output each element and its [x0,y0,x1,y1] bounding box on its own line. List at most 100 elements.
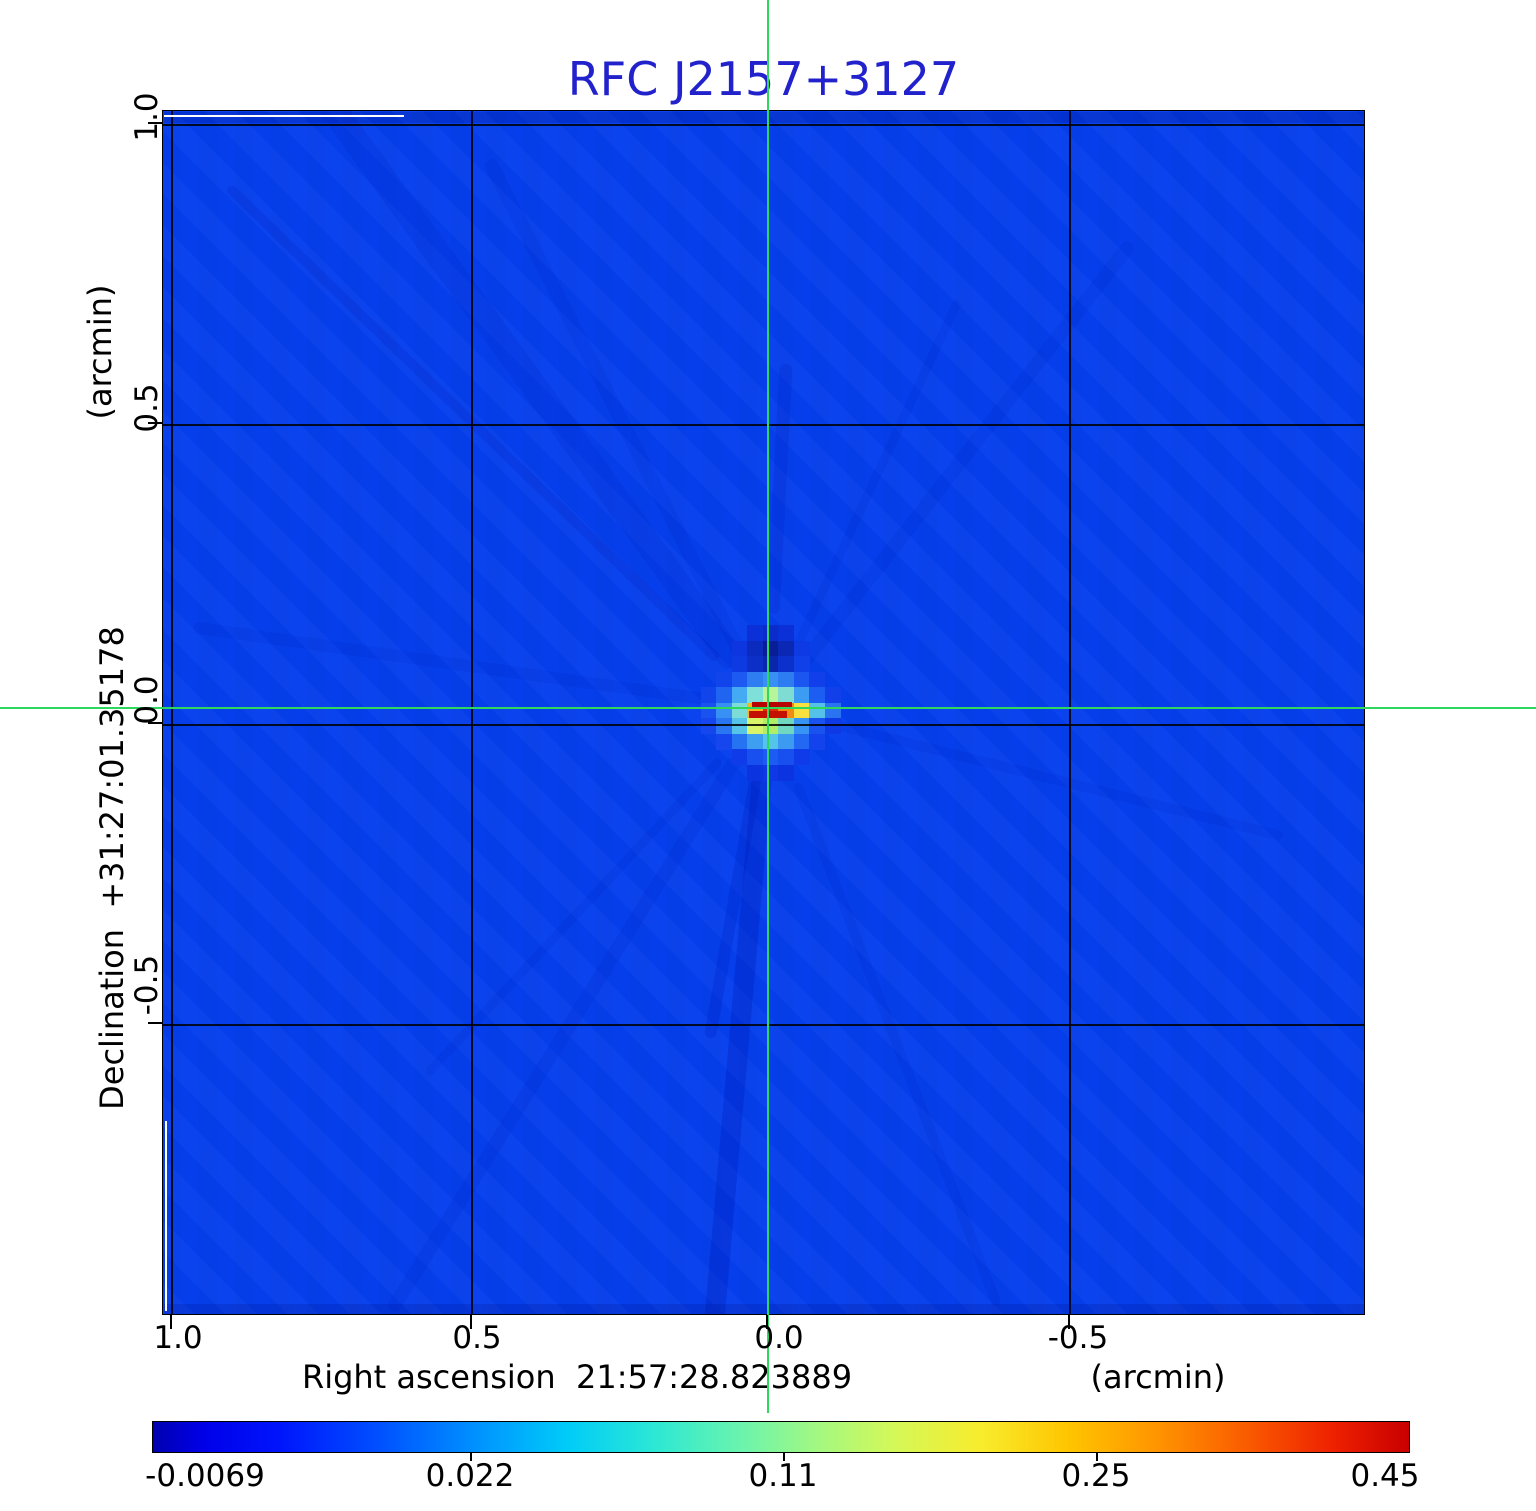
source-pixel [809,687,825,703]
source-pixel [809,671,825,688]
source-pixel [731,656,748,672]
source-pixel [824,718,841,734]
source-pixel [716,687,732,703]
source-pixel [731,640,748,657]
y-axis-tick [148,1022,162,1024]
gridline-horizontal [163,1024,1364,1026]
source-pixel [731,687,748,703]
y-tick-label: 0.5 [129,383,165,433]
source-pixel [793,749,810,765]
source-pixel [778,687,794,703]
source-pixel [762,718,779,734]
source-pixel [700,702,717,719]
source-pixel [809,718,825,734]
sidelobe-streak [793,238,1137,673]
colorbar-tick-label: 0.45 [1350,1458,1420,1494]
source-pixel [793,671,810,688]
source-pixel [747,671,763,688]
source-pixel [762,625,779,641]
y-tick-label: -0.5 [129,954,165,1016]
colorbar-tick-label: 0.25 [1061,1458,1131,1494]
sidelobe-streak [482,156,750,663]
gridline-vertical [171,111,173,1314]
source-core-bar [752,702,792,709]
source-pixel [716,733,732,750]
x-tick-label: -0.5 [1047,1320,1109,1356]
source-pixel [778,656,794,672]
source-pixel [778,764,794,781]
source-pixel [778,733,794,750]
source-pixel [809,733,825,750]
gridline-horizontal [163,424,1364,426]
sidelobe-streak [766,363,793,614]
x-axis-label: Right ascension 21:57:28.823889 [301,1358,853,1396]
source-pixel [716,671,732,688]
crosshair-vertical-line [767,0,769,1413]
colorbar-tick [783,1453,785,1461]
source-pixel [747,656,763,672]
x-axis-tick [1068,1315,1070,1329]
map-artifact-line [164,1304,1364,1314]
map-artifact-line [165,1121,167,1311]
source-pixel [762,733,779,750]
colorbar-tick [1096,1453,1098,1461]
colorbar-tick-label: -0.0069 [145,1458,265,1494]
source-pixel [747,749,763,765]
source-pixel [731,718,748,734]
y-axis-unit-label: (arcmin) [81,284,119,420]
x-axis-tick [766,1315,768,1329]
x-tick-label: 0.5 [452,1320,502,1356]
source-pixel [731,733,748,750]
source-pixel [700,718,717,734]
sidelobe-streak [825,717,1284,842]
colorbar-tick-label: 0.11 [748,1458,818,1494]
source-pixel [716,702,732,719]
source-pixel [778,625,794,641]
source-pixel [747,718,763,734]
source-pixel [747,640,763,657]
source-pixel [762,671,779,688]
map-artifact-line [164,115,404,117]
source-pixel [793,640,810,657]
x-tick-label: 0.0 [754,1320,804,1356]
source-pixel [716,718,732,734]
colorbar-tick-label: 0.022 [425,1458,515,1494]
y-tick-label: 1.0 [129,92,165,142]
source-pixel [778,749,794,765]
x-tick-label: 1.0 [153,1320,203,1356]
colorbar-tick [470,1453,472,1461]
radio-map-image [162,110,1365,1315]
source-pixel [747,687,763,703]
page-title: RFC J2157+3127 [567,52,960,106]
source-pixel [747,733,763,750]
x-axis-tick [170,1315,172,1329]
y-axis-tick [148,122,162,124]
gridline-vertical [1069,111,1071,1314]
map-artifact-line [164,112,1364,123]
gridline-vertical [471,111,473,1314]
x-axis-unit-label: (arcmin) [1090,1358,1226,1396]
source-pixel [809,702,825,719]
gridline-horizontal [163,124,1364,126]
source-pixel [778,718,794,734]
sidelobe-streak [385,755,743,1314]
source-pixel [762,656,779,672]
sidelobe-streak [192,621,710,706]
source-pixel [793,687,810,703]
source-pixel [731,671,748,688]
gridline-horizontal [163,724,1364,726]
crosshair-horizontal-line [0,707,1536,709]
colorbar [152,1421,1410,1453]
source-pixel [824,702,841,719]
source-pixel [731,702,748,719]
source-pixel [747,764,763,781]
source-pixel [747,625,763,641]
x-axis-tick [470,1315,472,1329]
y-axis-tick [148,422,162,424]
source-pixel [793,702,810,719]
source-pixel [762,640,779,657]
source-pixel [778,640,794,657]
source-pixel [762,687,779,703]
source-pixel [824,687,841,703]
